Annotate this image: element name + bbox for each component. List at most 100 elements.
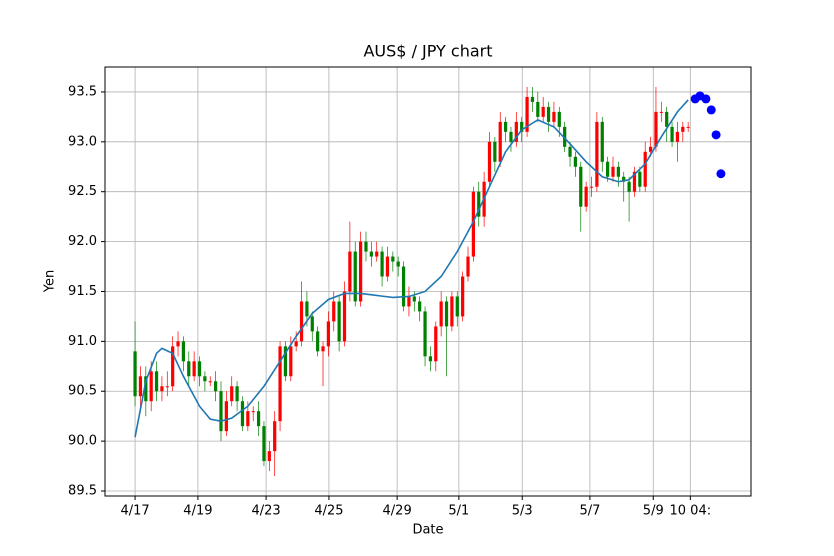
candle-body (670, 126, 674, 142)
candle-body (369, 251, 373, 257)
x-tick-label: 4/19 (183, 504, 212, 519)
candle-body (256, 411, 261, 427)
candle-body (595, 121, 599, 187)
candle-body (235, 386, 239, 402)
candle-body (321, 346, 325, 352)
candle-body (589, 186, 594, 188)
candle-body (520, 121, 524, 132)
candle-body (643, 151, 647, 187)
candle-body (681, 126, 685, 132)
candle-body (171, 346, 175, 387)
candle-body (541, 106, 545, 117)
candle-body (385, 256, 390, 277)
candle-body (622, 176, 626, 182)
candle-body (299, 301, 304, 342)
candle-body (224, 401, 228, 432)
x-axis-label: Date (412, 523, 443, 538)
candle-body (144, 376, 148, 402)
candle-body (364, 241, 368, 252)
candle-body (627, 181, 631, 192)
candle-body (546, 106, 551, 122)
y-tick-label: 90.0 (68, 434, 97, 449)
x-tick-label: 5/7 (579, 504, 600, 519)
x-tick-label: 4/17 (120, 504, 149, 519)
candle-body (181, 341, 186, 362)
candle-body (648, 146, 653, 152)
candle-body (165, 386, 169, 388)
y-tick-label: 93.0 (68, 134, 97, 149)
y-tick-label: 91.5 (68, 284, 97, 299)
y-tick-label: 92.0 (68, 234, 97, 249)
candle-body (348, 251, 352, 292)
x-tick-label: 4/29 (383, 504, 412, 519)
candle-body (337, 301, 341, 342)
x-tick-label: 5/1 (448, 504, 469, 519)
candle-body (573, 156, 578, 167)
candle-body (423, 311, 427, 357)
trend-line (134, 99, 689, 438)
candle-body (525, 96, 529, 132)
candle-body (514, 121, 518, 142)
candle-body (342, 291, 347, 342)
candle-body (487, 141, 492, 182)
candle-body (278, 346, 282, 422)
y-axis-label: Yen (43, 270, 58, 293)
candle-body (380, 251, 384, 277)
candle-body (283, 346, 288, 377)
y-tick-label: 91.0 (68, 334, 97, 349)
candle-body (654, 111, 658, 147)
candle-body (160, 386, 164, 392)
candle-body (584, 186, 588, 207)
candle-body (332, 301, 336, 322)
y-tick-label: 90.5 (68, 384, 97, 399)
candle-body (600, 121, 604, 162)
forecast-point (701, 94, 711, 104)
candle-body (638, 171, 642, 187)
candle-body (434, 326, 438, 362)
candle-body (450, 296, 454, 327)
plot-frame (104, 66, 752, 497)
candle-body (616, 166, 620, 177)
chart-title: AUS$ / JPY chart (363, 42, 492, 61)
candle-body (208, 381, 212, 383)
candle-body (536, 101, 540, 117)
candle-body (219, 391, 223, 432)
y-tick-label: 92.5 (68, 184, 97, 199)
candle-body (428, 356, 433, 362)
candle-body (611, 166, 615, 177)
forecast-point (711, 130, 721, 140)
candle-body (273, 421, 277, 452)
candle-body (659, 111, 663, 113)
candle-body (632, 171, 637, 192)
candle-body (471, 191, 475, 257)
candle-body (552, 111, 556, 122)
candle-body (509, 131, 513, 142)
candle-body (568, 146, 572, 157)
candle-body (187, 361, 191, 377)
y-tick-label: 93.5 (68, 84, 97, 99)
candle-body (294, 341, 298, 347)
candle-body (606, 161, 610, 177)
candle-body (439, 301, 443, 327)
candle-body (466, 256, 470, 277)
candle-body (579, 166, 583, 207)
candle-body (203, 376, 207, 382)
candle-body (461, 276, 465, 317)
x-tick-label: 4/23 (251, 504, 280, 519)
candle-body (192, 361, 196, 377)
candle-body (412, 296, 416, 302)
candle-body (530, 96, 535, 102)
candle-body (176, 341, 180, 347)
x-tick-label: 10 04: (670, 504, 712, 519)
candle-body (326, 321, 330, 347)
candle-body (262, 426, 266, 462)
candle-body (316, 331, 320, 352)
candle-body (353, 251, 357, 302)
candle-body (197, 361, 202, 377)
candle-body (418, 301, 422, 312)
candle-body (310, 316, 314, 332)
candle-body (230, 386, 234, 402)
candle-body (246, 411, 250, 427)
forecast-point (716, 169, 726, 179)
